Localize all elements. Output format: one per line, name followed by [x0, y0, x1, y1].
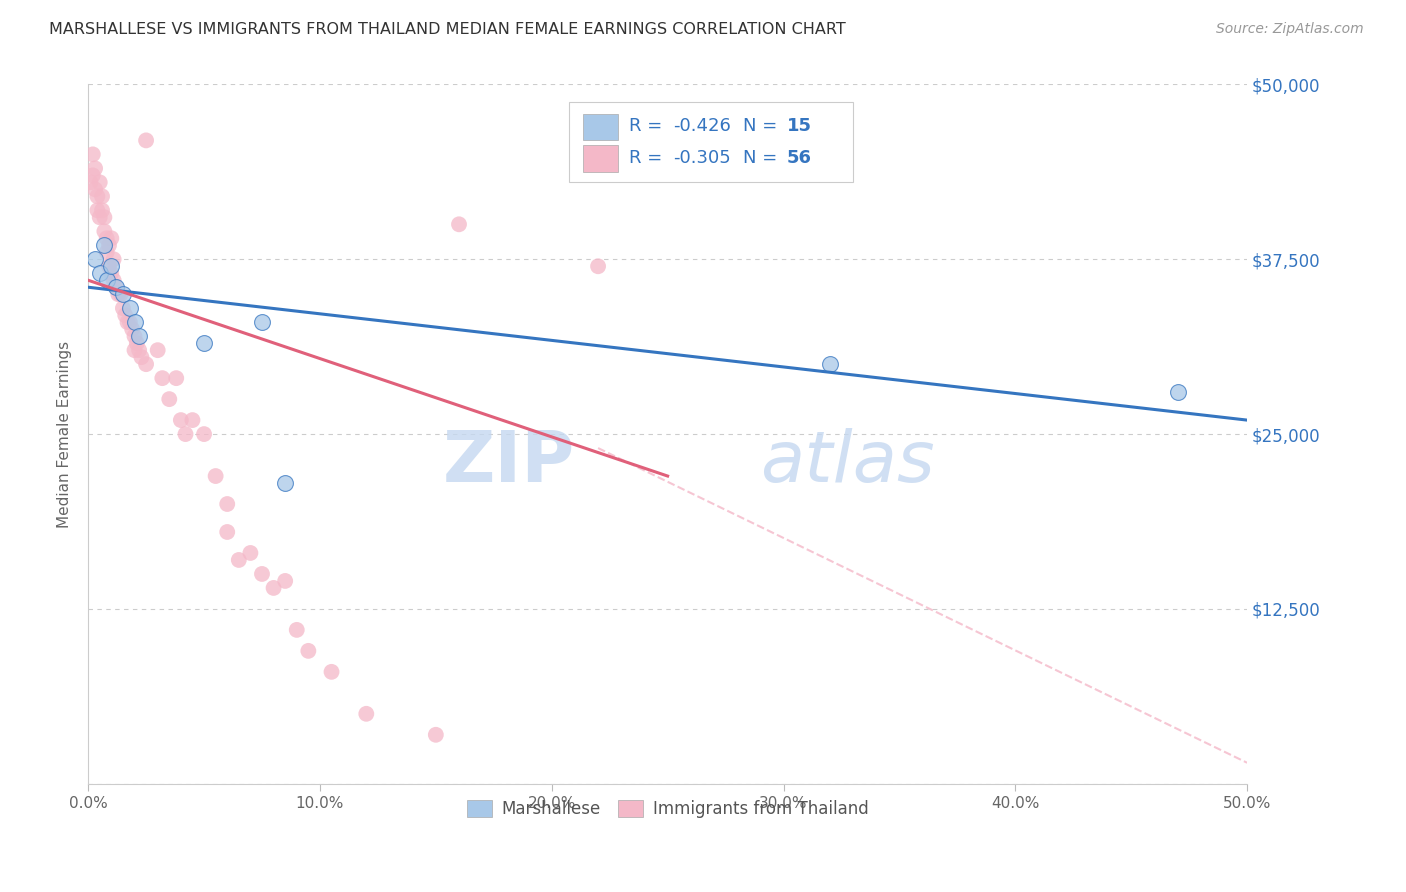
Text: -0.426: -0.426 [673, 118, 731, 136]
Point [297, 644, 319, 658]
Point [84, 161, 107, 176]
Text: ZIP: ZIP [443, 427, 575, 497]
Point [321, 665, 343, 679]
Point [96, 231, 118, 245]
Text: atlas: atlas [761, 427, 935, 497]
Point [447, 217, 470, 231]
Point [117, 315, 139, 329]
Point [128, 343, 150, 358]
Text: R =: R = [630, 118, 662, 136]
Point [217, 497, 239, 511]
Point [96, 245, 118, 260]
Point [104, 280, 127, 294]
Point [86, 203, 108, 218]
Point [79, 175, 101, 189]
Point [103, 252, 125, 267]
Point [250, 315, 273, 329]
Point [217, 524, 239, 539]
FancyBboxPatch shape [569, 102, 853, 182]
Point [98, 259, 121, 273]
Text: N =: N = [742, 118, 778, 136]
Point [89, 175, 111, 189]
Legend: Marshallese, Immigrants from Thailand: Marshallese, Immigrants from Thailand [460, 793, 875, 824]
Text: N =: N = [742, 149, 778, 167]
Point [274, 574, 297, 588]
Point [818, 357, 841, 371]
Y-axis label: Median Female Earnings: Median Female Earnings [58, 341, 72, 528]
Point [93, 238, 115, 252]
Point [250, 566, 273, 581]
Point [91, 203, 114, 218]
Point [107, 287, 129, 301]
Point [425, 728, 447, 742]
Point [111, 287, 134, 301]
Point [165, 371, 187, 385]
Point [84, 252, 107, 267]
Point [118, 301, 141, 316]
Point [274, 476, 297, 491]
Bar [583, 145, 617, 172]
Point [124, 315, 146, 329]
Point [204, 469, 226, 483]
Point [100, 259, 122, 273]
Point [150, 371, 173, 385]
Point [228, 553, 250, 567]
Bar [583, 114, 617, 140]
Point [100, 231, 122, 245]
Point [193, 336, 215, 351]
Point [124, 343, 146, 358]
Text: MARSHALLESE VS IMMIGRANTS FROM THAILAND MEDIAN FEMALE EARNINGS CORRELATION CHART: MARSHALLESE VS IMMIGRANTS FROM THAILAND … [49, 22, 846, 37]
Point [135, 357, 157, 371]
Point [91, 189, 114, 203]
Point [86, 189, 108, 203]
Point [128, 329, 150, 343]
Text: 56: 56 [787, 149, 813, 167]
Point [121, 322, 143, 336]
Text: -0.305: -0.305 [673, 149, 731, 167]
Point [111, 301, 134, 316]
Point [174, 427, 197, 442]
Point [131, 350, 153, 364]
Point [263, 581, 285, 595]
Point [114, 308, 136, 322]
Point [96, 273, 118, 287]
Point [82, 147, 104, 161]
Point [157, 392, 180, 406]
Point [98, 238, 121, 252]
Point [93, 224, 115, 238]
Point [181, 413, 204, 427]
Text: R =: R = [630, 149, 662, 167]
Point [93, 211, 115, 225]
Point [239, 546, 262, 560]
Point [103, 273, 125, 287]
Point [110, 287, 132, 301]
Point [356, 706, 378, 721]
Point [586, 259, 609, 273]
Text: 15: 15 [787, 118, 813, 136]
Point [193, 427, 215, 442]
Point [135, 133, 157, 147]
Point [124, 329, 146, 343]
Point [100, 266, 122, 280]
Point [82, 169, 104, 183]
Point [146, 343, 169, 358]
Point [84, 182, 107, 196]
Point [118, 315, 141, 329]
Point [89, 211, 111, 225]
Point [285, 623, 308, 637]
Point [89, 266, 111, 280]
Point [125, 336, 148, 351]
Point [1167, 385, 1189, 400]
Point [170, 413, 193, 427]
Point [104, 280, 127, 294]
Text: Source: ZipAtlas.com: Source: ZipAtlas.com [1216, 22, 1364, 37]
